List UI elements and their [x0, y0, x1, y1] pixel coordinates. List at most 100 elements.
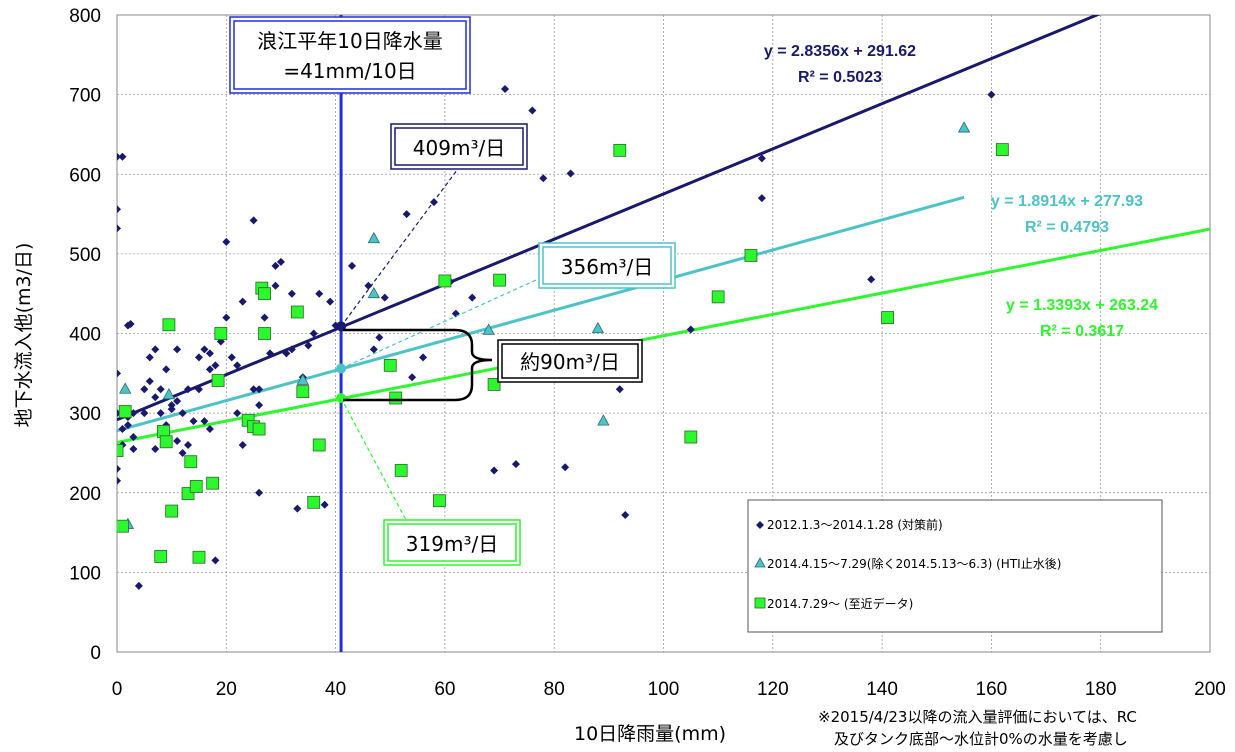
point-series3 [192, 550, 206, 564]
point-series1 [539, 174, 548, 183]
point-series3 [383, 358, 397, 372]
point-series1 [249, 216, 258, 225]
point-series3 [118, 405, 132, 418]
point-series2 [482, 323, 495, 335]
point-series1 [151, 393, 160, 402]
point-series1 [364, 281, 373, 290]
point-series2 [591, 321, 605, 334]
point-series3 [995, 143, 1009, 156]
point-series3 [211, 374, 225, 387]
footnote-line2: 及びタンク底部～水位計0%の水量を考慮し [834, 730, 1128, 748]
point-series1 [178, 448, 187, 457]
point-series3 [117, 519, 129, 533]
leader-line-3 [340, 397, 407, 521]
point-series1 [315, 289, 324, 298]
y-tick-label: 0 [90, 643, 101, 664]
x-tick-label: 200 [1194, 679, 1226, 700]
x-tick-label: 180 [1085, 679, 1117, 700]
point-series3 [487, 378, 501, 391]
callout-leaders [340, 161, 537, 521]
point-series3 [189, 479, 203, 493]
point-series1 [178, 409, 187, 418]
point-series1 [375, 333, 384, 342]
point-series2 [367, 286, 381, 299]
callout-409: 409m³/日 [390, 123, 528, 170]
point-series1 [380, 293, 389, 302]
point-series3 [394, 464, 408, 477]
trendline-series3 [117, 227, 1210, 444]
point-series3 [744, 249, 758, 262]
point-series1 [151, 444, 160, 453]
point-series1 [511, 460, 520, 469]
point-series1 [211, 556, 220, 565]
x-tick-label: 60 [434, 679, 455, 700]
point-series3 [290, 305, 304, 319]
point-series1 [528, 106, 537, 115]
data-points [117, 85, 1009, 590]
y-tick-label: 200 [69, 484, 101, 505]
point-series1 [173, 436, 182, 445]
point-series1 [145, 353, 154, 362]
point-series1 [173, 397, 182, 406]
point-series1 [123, 421, 132, 430]
point-series1 [129, 433, 138, 442]
legend-item-series3: 2014.7.29～ (至近データ) [754, 596, 913, 611]
y-axis-label: 地下水流入他(m3/日) [13, 243, 35, 428]
point-series1 [501, 85, 510, 94]
y-tick-label: 700 [69, 86, 101, 107]
point-series3 [296, 385, 310, 399]
point-series1 [757, 154, 766, 163]
point-series1 [233, 361, 242, 370]
r2-series2: R² = 0.4793 [1025, 219, 1109, 236]
point-series1 [151, 345, 160, 354]
point-series1 [194, 385, 203, 394]
point-series3 [184, 455, 198, 469]
point-series1 [200, 345, 209, 354]
r2-series1: R² = 0.5023 [798, 69, 882, 86]
y-tick-label: 800 [69, 6, 101, 27]
legend: 2012.1.3～2014.1.28 (対策前) 2014.4.15～7.29(… [747, 499, 1163, 633]
point-series1 [686, 325, 695, 334]
point-series3 [307, 495, 321, 509]
point-series3 [438, 274, 452, 288]
point-series1 [293, 504, 302, 513]
point-series1 [255, 385, 264, 394]
intersection-dot-3 [336, 392, 347, 403]
svg-text:約90m³/日: 約90m³/日 [520, 350, 620, 374]
point-series1 [249, 385, 258, 394]
reference-label-line2: =41mm/10日 [283, 59, 416, 83]
point-series1 [255, 488, 264, 497]
y-tick-label: 400 [69, 325, 101, 346]
point-series1 [129, 444, 138, 453]
y-tick-label: 100 [69, 563, 101, 584]
point-series1 [287, 289, 296, 298]
point-series1 [222, 237, 231, 246]
point-series1 [118, 425, 127, 434]
point-series1 [126, 319, 135, 328]
point-series1 [134, 581, 143, 590]
point-series3 [159, 435, 173, 449]
point-series3 [162, 318, 176, 332]
x-axis-ticks: 0 20 40 60 80 100 120 140 160 180 200 [112, 679, 1226, 700]
point-series3 [433, 494, 446, 508]
point-series1 [233, 409, 242, 418]
equation-series3: y = 1.3393x + 263.24 [1006, 297, 1158, 314]
x-tick-label: 160 [976, 679, 1008, 700]
point-series1 [238, 297, 247, 306]
point-series1 [189, 417, 198, 426]
callout-difference: 約90m³/日 [497, 339, 643, 383]
x-tick-label: 120 [757, 679, 789, 700]
point-series1 [205, 349, 214, 358]
point-series1 [173, 345, 182, 354]
svg-text:356m³/日: 356m³/日 [561, 255, 653, 279]
point-series1 [561, 463, 570, 472]
point-series3 [214, 327, 228, 340]
point-series1 [282, 349, 291, 358]
point-series1 [194, 353, 203, 362]
point-series3 [165, 504, 179, 518]
point-series1 [227, 353, 236, 362]
trendline-series1 [117, 15, 1101, 422]
point-series1 [309, 329, 318, 338]
point-series2 [296, 373, 309, 385]
point-series3 [312, 438, 326, 452]
